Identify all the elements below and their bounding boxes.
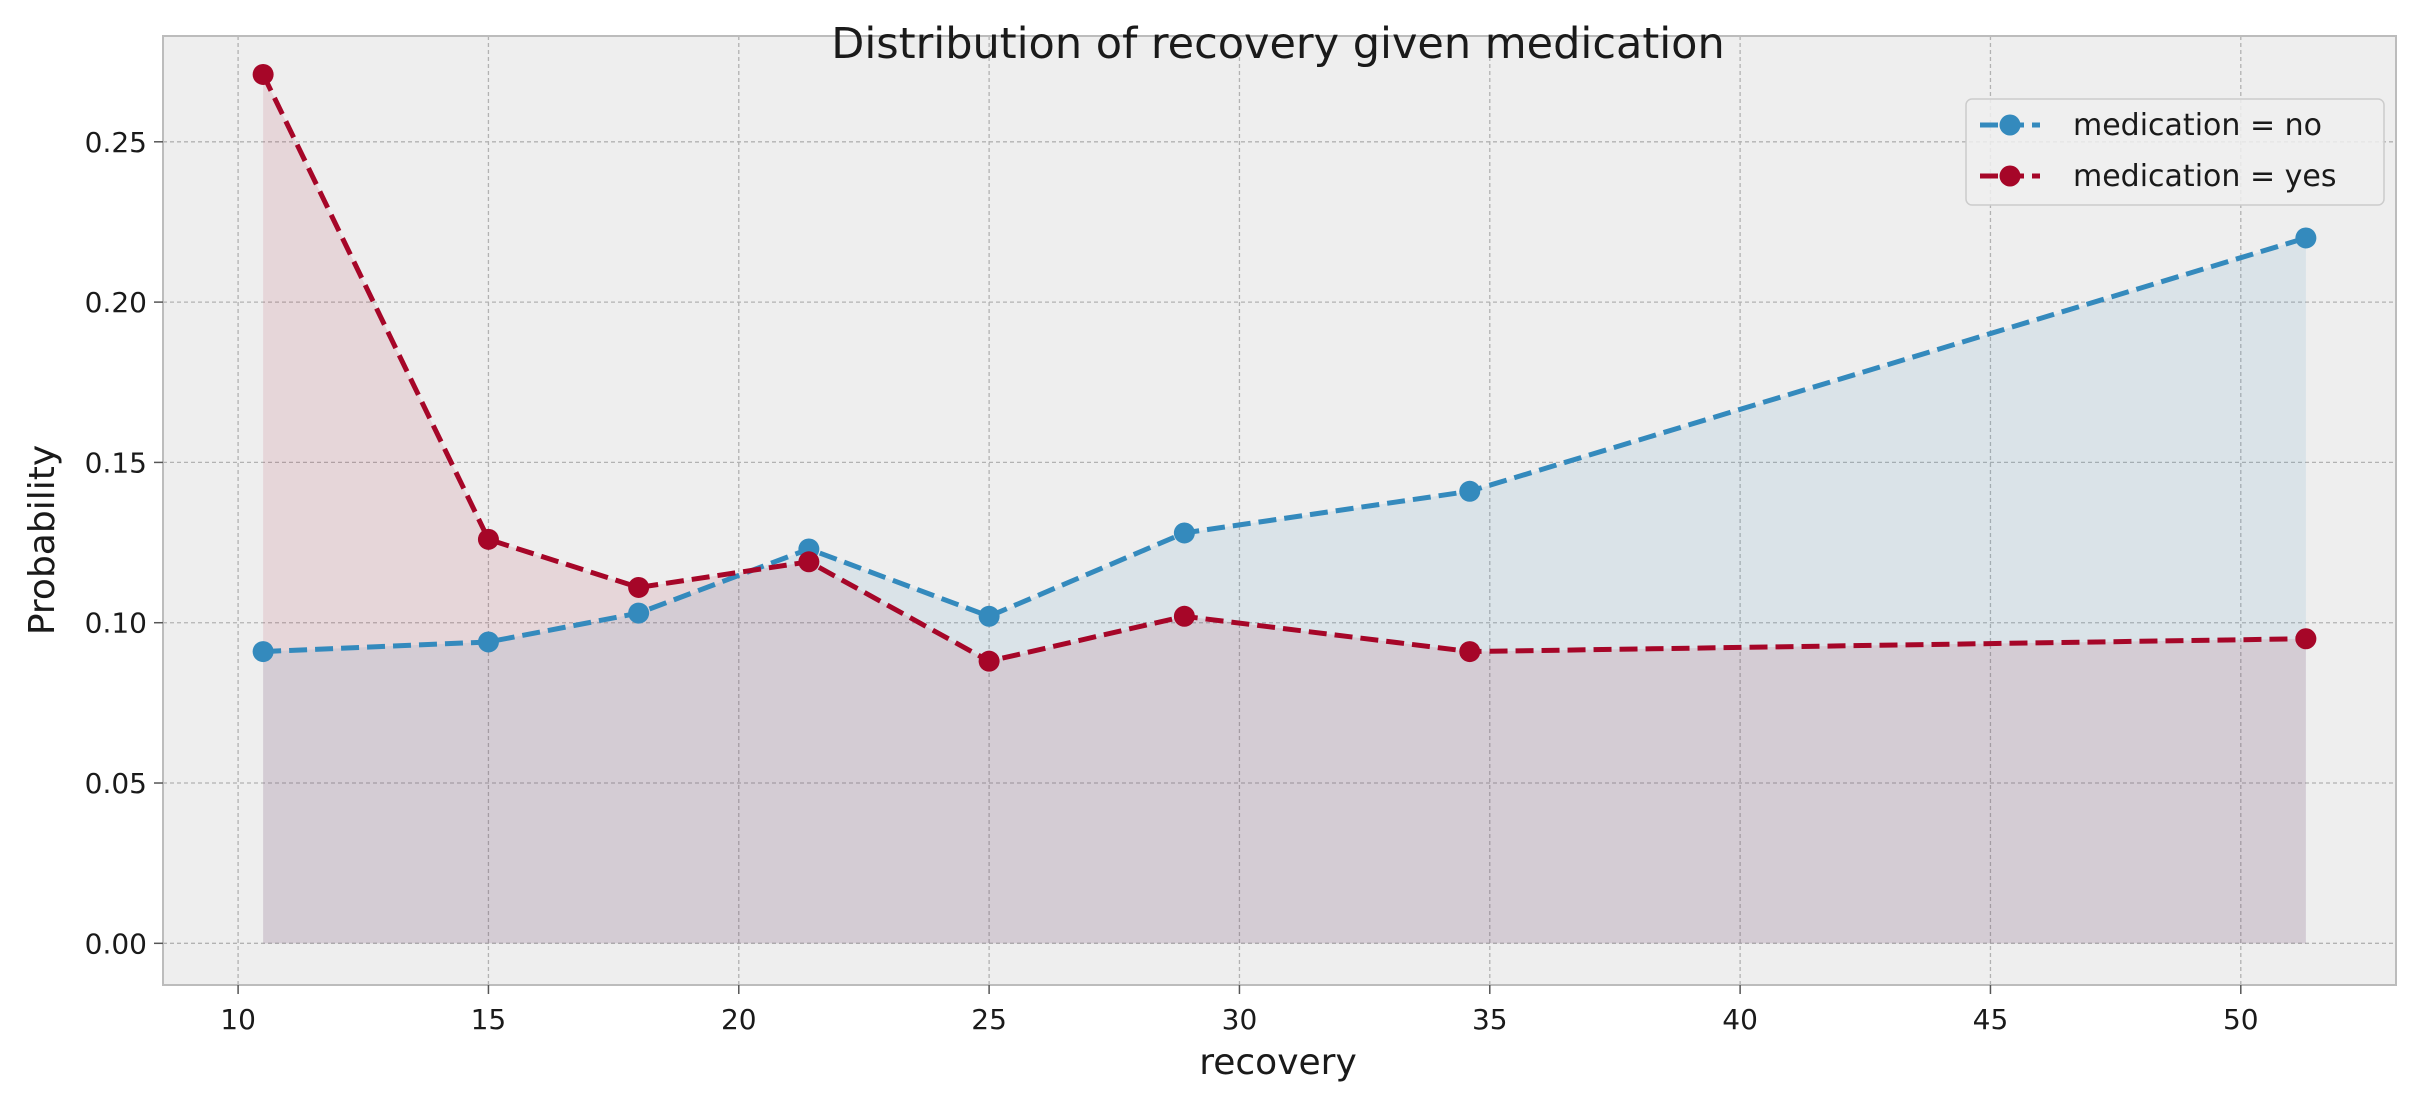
x-tick-label: 45 xyxy=(1973,1003,2009,1036)
series-2-point xyxy=(798,551,820,573)
y-tick-label: 0.10 xyxy=(85,607,147,640)
legend-label: medication = yes xyxy=(2073,159,2336,194)
series-1-point xyxy=(1459,480,1481,502)
series-1-point xyxy=(1173,522,1195,544)
x-tick-label: 20 xyxy=(721,1003,757,1036)
area-fills xyxy=(263,74,2306,944)
plot-frame xyxy=(162,35,2397,986)
series-2-line xyxy=(260,73,2306,664)
series-1-point xyxy=(252,641,274,663)
x-tick-label: 50 xyxy=(2223,1003,2259,1036)
series-2-point xyxy=(628,576,650,598)
series-2-area xyxy=(263,74,2306,944)
series-markers xyxy=(252,63,2317,672)
y-tick-label: 0.20 xyxy=(85,286,147,319)
y-tick-label: 0.05 xyxy=(85,767,147,800)
series-2-point xyxy=(1173,605,1195,627)
legend-label: medication = no xyxy=(2073,108,2322,143)
series-2-point xyxy=(978,650,1000,672)
legend-box xyxy=(1965,98,2385,206)
series-1-point xyxy=(477,631,499,653)
legend-swatch-marker xyxy=(1999,165,2021,187)
legend: medication = no medication = yes xyxy=(1965,98,2385,206)
axis-ticks: 10 15 20 25 30 35 40 45 50 0.00 0.05 0.10 0.15 0.20 0.… xyxy=(85,126,2259,1036)
x-axis-label: recovery xyxy=(1199,1042,1357,1083)
series-lines xyxy=(260,73,2307,664)
series-1-point xyxy=(978,605,1000,627)
series-1-point xyxy=(2295,227,2317,249)
series-2-point xyxy=(1459,641,1481,663)
x-tick-label: 25 xyxy=(971,1003,1007,1036)
chart-title: Distribution of recovery given medicatio… xyxy=(831,19,1725,69)
y-tick-label: 0.25 xyxy=(85,126,147,159)
series-1-area xyxy=(263,237,2306,944)
x-tick-label: 15 xyxy=(471,1003,507,1036)
series-2-point xyxy=(477,528,499,550)
legend-swatch-marker xyxy=(1999,114,2021,136)
x-tick-label: 30 xyxy=(1222,1003,1258,1036)
x-tick-label: 10 xyxy=(220,1003,256,1036)
y-tick-label: 0.15 xyxy=(85,446,147,479)
series-1-line xyxy=(263,235,2307,655)
y-axis-label: Probability xyxy=(22,445,63,635)
grid-lines xyxy=(163,36,2396,985)
series-1-point xyxy=(628,602,650,624)
x-tick-label: 35 xyxy=(1472,1003,1508,1036)
series-2-point xyxy=(252,63,274,85)
series-2-point xyxy=(2295,628,2317,650)
x-tick-label: 40 xyxy=(1722,1003,1758,1036)
y-tick-label: 0.00 xyxy=(85,927,147,960)
